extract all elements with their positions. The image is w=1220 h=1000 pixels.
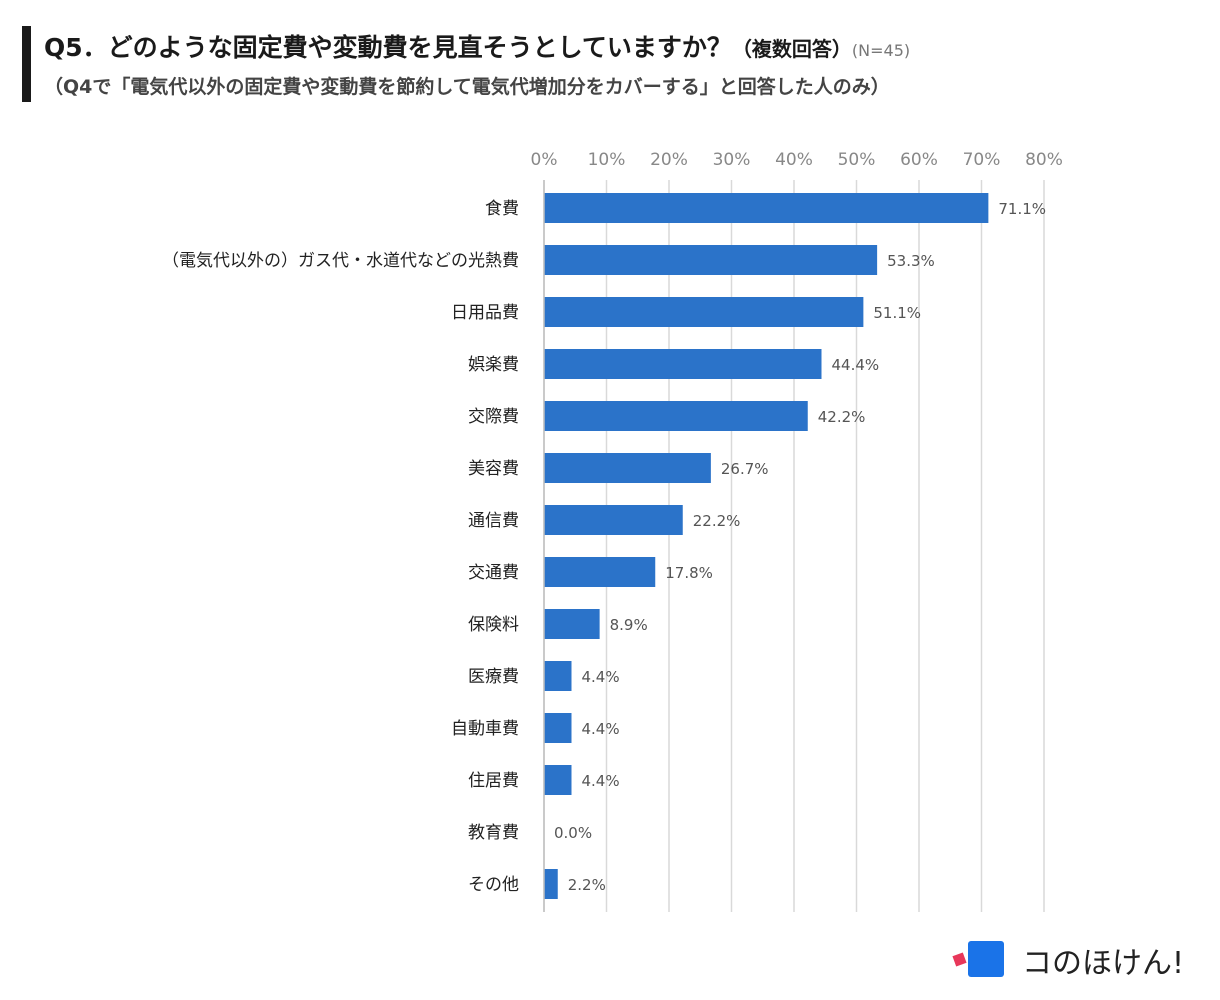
category-label: 住居費 xyxy=(468,771,519,791)
bar xyxy=(544,349,822,379)
data-label: 44.4% xyxy=(832,356,880,374)
category-label: 日用品費 xyxy=(451,303,519,323)
x-tick-label: 20% xyxy=(650,150,688,170)
category-label: 美容費 xyxy=(468,459,519,479)
title-suffix: （複数回答） xyxy=(731,37,852,61)
brand-logo: コのほけん! xyxy=(950,938,1210,982)
title-accent-bar xyxy=(22,26,31,102)
bar xyxy=(544,661,572,691)
bar xyxy=(544,869,558,899)
data-label: 0.0% xyxy=(554,824,592,842)
category-label: その他 xyxy=(468,875,519,895)
category-label: 通信費 xyxy=(468,511,519,531)
data-label: 4.4% xyxy=(582,720,620,738)
title-text: Q5．どのような固定費や変動費を見直そうとしていますか？ xyxy=(44,33,732,62)
category-label: 食費 xyxy=(485,199,519,219)
category-label: 交際費 xyxy=(468,407,519,427)
category-label: 自動車費 xyxy=(451,719,519,739)
data-label: 4.4% xyxy=(582,772,620,790)
bar xyxy=(544,609,600,639)
x-tick-label: 50% xyxy=(838,150,876,170)
x-tick-label: 60% xyxy=(900,150,938,170)
logo-square-icon xyxy=(968,941,1004,977)
x-tick-label: 80% xyxy=(1025,150,1063,170)
x-tick-label: 10% xyxy=(588,150,626,170)
category-label: 教育費 xyxy=(468,823,519,843)
bar xyxy=(544,245,878,275)
data-label: 26.7% xyxy=(721,460,769,478)
chart-subtitle: （Q4で「電気代以外の固定費や変動費を節約して電気代増加分をカバーする」と回答し… xyxy=(44,76,890,98)
bar xyxy=(544,505,683,535)
bar xyxy=(544,557,656,587)
x-tick-label: 40% xyxy=(775,150,813,170)
data-label: 53.3% xyxy=(887,252,935,270)
logo-accent-mark xyxy=(952,952,967,967)
logo-text: コのほけん! xyxy=(1022,946,1185,981)
data-label: 2.2% xyxy=(568,876,606,894)
bar xyxy=(544,401,808,431)
sample-size: (N=45) xyxy=(851,41,911,60)
category-label: （電気代以外の）ガス代・水道代などの光熱費 xyxy=(162,251,519,271)
data-label: 42.2% xyxy=(818,408,866,426)
x-tick-label: 0% xyxy=(531,150,558,170)
x-tick-label: 30% xyxy=(713,150,751,170)
bar xyxy=(544,453,711,483)
data-label: 51.1% xyxy=(873,304,921,322)
category-label: 保険料 xyxy=(468,615,519,635)
data-label: 4.4% xyxy=(582,668,620,686)
bar xyxy=(544,713,572,743)
data-label: 22.2% xyxy=(693,512,741,530)
x-tick-label: 70% xyxy=(963,150,1001,170)
data-label: 17.8% xyxy=(665,564,713,582)
category-label: 医療費 xyxy=(468,667,519,687)
chart-title: Q5．どのような固定費や変動費を見直そうとしていますか？（複数回答）(N=45) xyxy=(44,28,910,64)
bar xyxy=(544,193,989,223)
category-label: 娯楽費 xyxy=(468,355,519,375)
bar xyxy=(544,297,864,327)
data-label: 8.9% xyxy=(610,616,648,634)
category-label: 交通費 xyxy=(468,563,519,583)
data-label: 71.1% xyxy=(998,200,1046,218)
bar xyxy=(544,765,572,795)
